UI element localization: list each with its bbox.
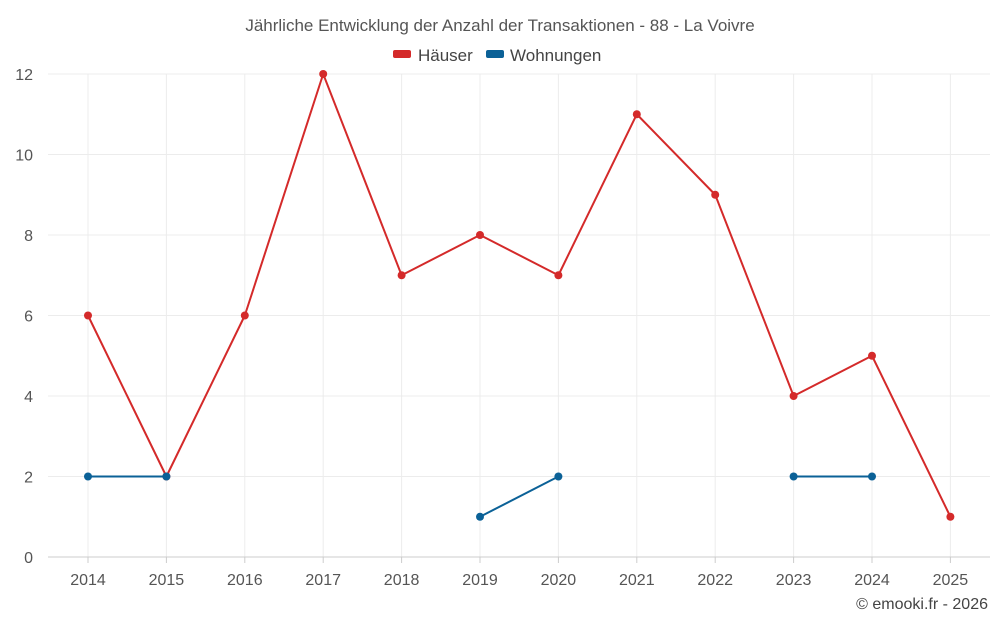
series-haeuser [84, 70, 955, 521]
data-point-wohnungen [162, 472, 171, 481]
y-tick-label: 4 [24, 389, 33, 406]
x-tick-label: 2018 [384, 572, 420, 589]
x-tick-label: 2021 [619, 572, 655, 589]
data-point-haeuser [868, 351, 876, 360]
series-line-wohnungen [479, 475, 559, 518]
data-point-wohnungen [554, 472, 563, 481]
data-point-haeuser [240, 311, 249, 320]
x-tick-label: 2022 [697, 572, 733, 589]
legend: Häuser Wohnungen [393, 46, 601, 65]
credit-text: © emooki.fr - 2026 [856, 596, 988, 613]
series [84, 70, 955, 521]
x-tick-label: 2016 [227, 572, 263, 589]
legend-swatch-wohnungen [486, 50, 504, 58]
legend-item-haeuser[interactable]: Häuser [393, 46, 473, 65]
y-tick-label: 8 [24, 228, 33, 245]
y-tick-label: 2 [24, 470, 33, 487]
data-point-haeuser [476, 231, 484, 239]
axes: 0 2 4 6 8 10 12 2014 2015 2016 2017 2018 2019 2020 202… [15, 67, 990, 589]
legend-swatch-haeuser [393, 50, 411, 58]
x-tick-label: 2014 [70, 572, 106, 589]
data-point-wohnungen [84, 472, 92, 481]
data-point-haeuser [319, 70, 328, 78]
x-tick-label: 2023 [776, 572, 812, 589]
chart-title: Jährliche Entwicklung der Anzahl der Tra… [245, 16, 754, 35]
legend-label-wohnungen: Wohnungen [510, 46, 601, 65]
data-point-wohnungen [868, 472, 876, 481]
data-point-haeuser [789, 392, 798, 400]
series-wohnungen [84, 472, 876, 521]
x-tick-label: 2025 [933, 572, 969, 589]
x-tick-label: 2019 [462, 572, 498, 589]
y-tick-label: 0 [24, 550, 33, 567]
data-point-haeuser [632, 110, 641, 119]
data-point-haeuser [84, 311, 92, 320]
x-tick-label: 2024 [854, 572, 890, 589]
x-tick-label: 2017 [305, 572, 341, 589]
y-tick-label: 12 [15, 67, 33, 84]
data-point-wohnungen [789, 472, 798, 481]
data-point-haeuser [946, 512, 955, 521]
y-tick-label: 6 [24, 309, 33, 326]
data-point-haeuser [397, 271, 406, 280]
data-point-wohnungen [476, 512, 484, 521]
data-point-haeuser [554, 271, 563, 280]
legend-label-haeuser: Häuser [418, 46, 473, 65]
series-line-haeuser [87, 73, 952, 518]
x-tick-label: 2015 [149, 572, 185, 589]
legend-item-wohnungen[interactable]: Wohnungen [486, 46, 601, 65]
grid [48, 73, 990, 557]
y-tick-label: 10 [15, 148, 33, 165]
x-tick-label: 2020 [541, 572, 577, 589]
data-point-haeuser [711, 190, 720, 199]
